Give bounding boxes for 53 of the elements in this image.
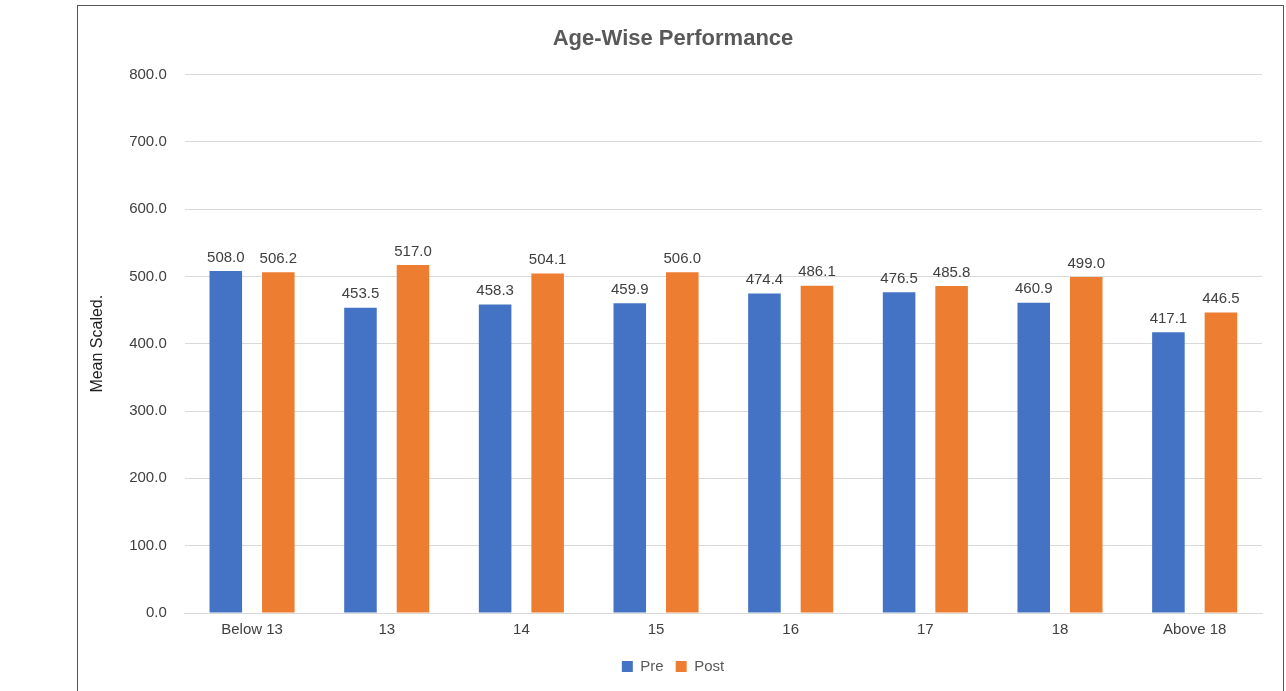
data-label: 460.9 <box>1014 279 1053 297</box>
y-tick-label: 800.0 <box>129 64 167 82</box>
chart-title: Age-Wise Performance <box>552 25 794 51</box>
data-label: 459.9 <box>611 280 649 298</box>
bar <box>531 273 564 613</box>
data-label: 517.0 <box>394 241 432 259</box>
y-tick-label: 300.0 <box>129 401 167 419</box>
data-label: 476.5 <box>880 268 918 286</box>
x-tick-label: Above 18 <box>1162 620 1227 638</box>
y-tick-label: 700.0 <box>129 131 167 149</box>
y-tick-label: 100.0 <box>129 535 167 553</box>
bar <box>613 303 647 613</box>
y-axis-title: Mean Scaled. <box>88 294 106 393</box>
x-tick-label: 13 <box>378 620 396 638</box>
legend-label: Post <box>694 656 726 674</box>
y-tick-label: 500.0 <box>129 266 167 284</box>
bar <box>748 293 781 613</box>
x-tick-label: 18 <box>1051 620 1069 638</box>
y-tick-label: 400.0 <box>129 333 167 351</box>
bar <box>1069 277 1103 613</box>
legend-label: Pre <box>640 656 664 674</box>
bar <box>344 307 377 613</box>
data-label: 504.1 <box>528 250 567 268</box>
x-tick-label: 14 <box>513 620 530 638</box>
bar <box>478 304 512 613</box>
data-label: 506.2 <box>259 248 298 266</box>
bar <box>800 285 834 613</box>
x-tick-label: 17 <box>917 620 934 638</box>
data-label: 485.8 <box>932 262 971 280</box>
bar <box>1017 302 1051 613</box>
y-tick-label: 200.0 <box>129 468 167 486</box>
data-label: 458.3 <box>476 281 514 299</box>
bar <box>396 264 430 613</box>
bar <box>209 270 243 613</box>
bar <box>1152 332 1185 613</box>
data-label: 486.1 <box>798 262 836 280</box>
y-tick-label: 0.0 <box>145 603 167 621</box>
data-label: 474.4 <box>745 270 784 288</box>
bar <box>935 285 968 613</box>
bar <box>666 272 699 613</box>
x-tick-label: 16 <box>782 620 800 638</box>
data-label: 446.5 <box>1202 289 1240 307</box>
y-tick-label: 600.0 <box>129 199 167 217</box>
bar <box>1204 312 1238 613</box>
data-label: 506.0 <box>663 248 702 266</box>
data-label: 508.0 <box>207 247 245 265</box>
bar <box>882 292 916 613</box>
data-label: 417.1 <box>1149 308 1188 326</box>
data-label: 453.5 <box>341 284 380 302</box>
data-label: 499.0 <box>1067 253 1106 271</box>
bar <box>262 272 295 613</box>
x-tick-label: Below 13 <box>221 620 283 638</box>
x-tick-label: 15 <box>647 620 665 638</box>
